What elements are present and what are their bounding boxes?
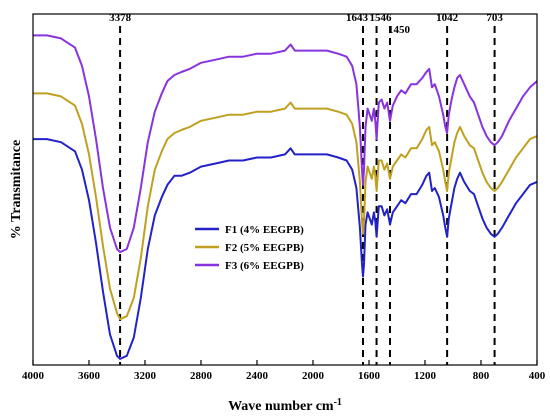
x-tick-label-400: 400 — [529, 370, 546, 382]
x-tick-label-2800: 2800 — [190, 370, 213, 382]
peak-label-3378: 3378 — [109, 12, 132, 24]
plot-frame — [32, 13, 538, 366]
peak-label-1643: 1643 — [346, 12, 369, 24]
x-tick-label-1600: 1600 — [358, 370, 381, 382]
x-tick-label-4000: 4000 — [22, 370, 45, 382]
series-layer — [33, 34, 538, 360]
y-axis-title: % Transmitance — [9, 140, 24, 239]
peak-label-1042: 1042 — [436, 12, 459, 24]
x-axis-ticks: 4000 3600 3200 2800 2400 2000 1600 1200 800 400 — [22, 360, 546, 382]
x-tick-label-1200: 1200 — [414, 370, 437, 382]
peak-label-703: 703 — [486, 12, 503, 24]
x-axis-title-superscript: -1 — [334, 397, 342, 408]
series-line-f3 — [33, 34, 538, 254]
legend-label-f3: F3 (6% EEGPB) — [225, 260, 304, 272]
series-line-f2 — [33, 92, 538, 321]
legend-label-f1: F1 (4% EEGPB) — [225, 224, 304, 236]
legend: F1 (4% EEGPB) F2 (5% EEGPB) F3 (6% EEGPB) — [195, 224, 304, 272]
series-line-f1 — [33, 138, 538, 360]
peak-label-1546: 1546 — [370, 12, 393, 24]
legend-label-f2: F2 (5% EEGPB) — [225, 242, 304, 254]
peak-label-1450: 1450 — [388, 24, 411, 36]
x-tick-label-3600: 3600 — [78, 370, 101, 382]
x-axis-title-text: Wave number cm — [228, 399, 334, 414]
x-axis-title: Wave number cm-1 — [228, 397, 342, 414]
x-tick-label-800: 800 — [473, 370, 490, 382]
x-tick-label-2400: 2400 — [246, 370, 269, 382]
x-tick-label-3200: 3200 — [134, 370, 157, 382]
x-tick-label-2000: 2000 — [302, 370, 325, 382]
